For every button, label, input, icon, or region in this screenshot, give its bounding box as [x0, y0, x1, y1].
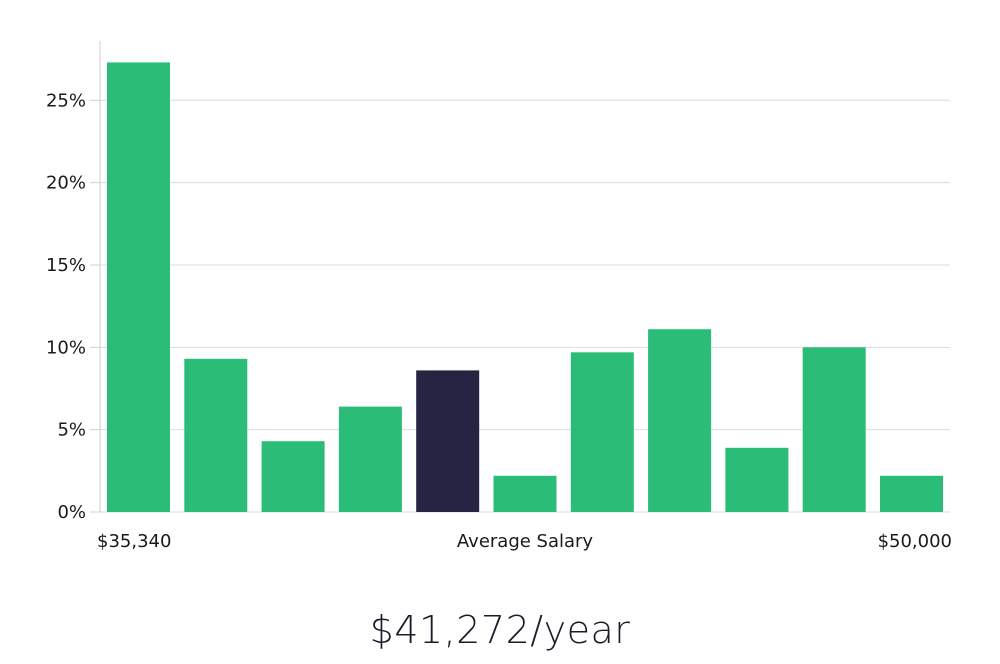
x-axis-max-label: $50,000	[878, 531, 952, 552]
bar	[261, 441, 325, 512]
x-axis-title: Average Salary	[457, 531, 594, 552]
y-tick-label: 0%	[57, 502, 86, 523]
y-tick-label: 20%	[46, 173, 86, 194]
y-tick-label: 10%	[46, 337, 86, 358]
y-tick-label: 15%	[46, 255, 86, 276]
y-tick-labels: 0% 5% 10% 15% 20% 25%	[46, 90, 100, 523]
bar	[648, 329, 712, 512]
bar	[107, 62, 170, 513]
bar	[184, 358, 248, 512]
y-tick-label: 25%	[46, 90, 86, 111]
bar	[880, 475, 943, 512]
average-salary-headline: $41,272/year	[369, 608, 631, 652]
bar	[570, 352, 634, 512]
bar	[802, 347, 866, 512]
bars-layer	[107, 62, 943, 513]
y-tick-label: 5%	[57, 420, 86, 441]
bar	[725, 447, 789, 512]
bar-highlighted	[416, 370, 480, 512]
bar	[493, 475, 557, 512]
x-axis-min-label: $35,340	[97, 531, 171, 552]
bar	[338, 406, 402, 512]
